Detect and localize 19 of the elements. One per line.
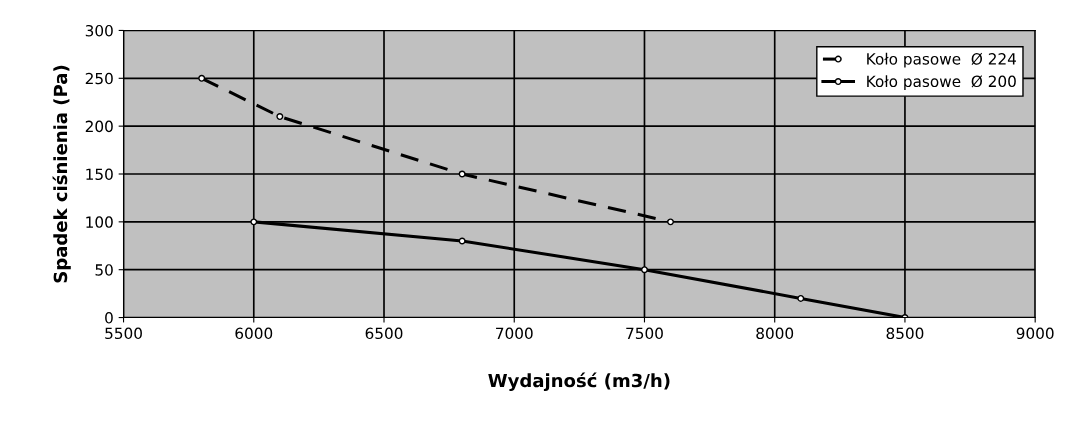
y-tick-label: 100	[86, 216, 113, 228]
legend-label: Koło pasowe Ø 200	[867, 75, 1016, 91]
y-tick-label: 0	[105, 312, 113, 324]
x-tick-label: 9000	[1016, 327, 1054, 340]
y-tick-label: 300	[85, 24, 113, 37]
x-tick-label: 5500	[105, 327, 142, 340]
x-tick-label: 6500	[365, 327, 403, 340]
y-tick-label: 200	[85, 120, 113, 133]
x-tick-label: 7500	[626, 327, 663, 340]
y-tick-label: 250	[85, 72, 113, 85]
y-axis-title: Spadek ciśnienia (Pa)	[52, 65, 71, 283]
x-tick-label: 8000	[756, 327, 794, 340]
y-tick-label: 150	[86, 168, 113, 181]
legend-label: Koło pasowe Ø 224	[867, 52, 1017, 68]
y-tick-label: 50	[95, 264, 113, 276]
x-tick-label: 7000	[496, 327, 533, 340]
x-tick-label: 8500	[886, 327, 924, 340]
x-axis-title: Wydajność (m3/h)	[488, 372, 670, 391]
x-tick-label: 6000	[235, 327, 273, 340]
